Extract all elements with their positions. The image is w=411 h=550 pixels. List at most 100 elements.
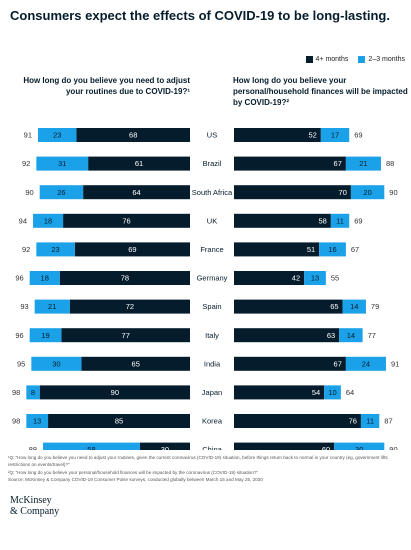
right-label-long: 51 [307,245,315,254]
left-bar-short [29,271,60,285]
right-total: 90 [389,188,397,197]
left-label-short: 23 [53,131,61,140]
left-total: 92 [22,159,30,168]
left-bar-long [61,328,190,343]
right-label-short: 17 [331,131,339,140]
right-label-short: 16 [328,245,336,254]
right-bar-short [345,356,386,371]
category-label: China [202,445,222,450]
right-label-short: 11 [336,216,344,225]
right-label-short: 14 [347,331,355,340]
category-label: Korea [202,417,223,426]
legend-swatch-long [305,56,313,63]
left-label-long: 61 [135,159,143,168]
right-label-short: 24 [362,359,370,368]
right-bar-long [234,271,305,285]
right-bar-short [334,442,385,450]
left-bar-long [139,442,190,450]
left-label-long: 72 [126,302,134,311]
left-label-long: 78 [121,274,129,283]
left-total: 95 [17,359,25,368]
left-question: How long do you believe you need to adju… [23,76,190,96]
right-label-short: 14 [350,302,358,311]
left-bar-long [83,185,190,200]
right-bar-short [324,385,341,400]
category-label: Italy [205,331,219,340]
left-bar-short [34,299,70,314]
right-label-long: 63 [327,331,335,340]
right-bar-short [342,299,366,314]
right-bar-short [360,414,380,428]
right-label-long: 42 [292,274,300,283]
chart-canvas: US 68 23 91 52 17 69 Brazil 61 31 92 67 21 88 South Af… [12,128,399,450]
left-label-short: 18 [41,274,49,283]
left-bar-long [69,299,190,314]
right-total: 69 [354,216,362,225]
right-total: 69 [354,131,362,140]
left-label-short: 8 [31,388,35,397]
left-bar-long [63,213,190,228]
right-bar-long [234,356,346,371]
left-total: 90 [25,188,33,197]
left-label-long: 85 [115,417,123,426]
left-label-long: 69 [128,245,136,254]
right-total: 90 [389,445,397,450]
right-label-short: 21 [359,159,367,168]
left-bar-long [48,414,190,428]
category-label: Germany [197,274,228,283]
right-label-long: 67 [334,159,342,168]
left-label-short: 13 [33,417,41,426]
left-bar-long [39,385,191,400]
category-label: India [204,359,221,368]
right-label-long: 58 [319,216,327,225]
left-label-short: 21 [48,302,56,311]
chart-title: Consumers expect the effects of COVID-19… [10,8,390,23]
category-label: Brazil [203,159,222,168]
right-bar-long [234,128,321,142]
legend-item-long: 4+ months [305,56,349,63]
right-label-short: 11 [366,417,374,426]
left-bar-short [33,213,64,228]
left-label-long: 77 [122,331,130,340]
left-bar-long [59,271,190,285]
right-label-short: 13 [311,274,319,283]
left-bar-short [26,385,40,400]
right-total: 79 [371,302,379,311]
left-label-long: 76 [122,216,130,225]
left-bar-short [29,328,62,343]
right-label-long: 67 [334,359,342,368]
right-bar-short [350,185,385,200]
left-total: 98 [12,388,20,397]
left-label-long: 68 [129,131,137,140]
right-bar-short [330,213,350,228]
footnotes: ¹Q: “How long do you believe you need to… [8,454,408,483]
category-label: US [207,131,217,140]
left-bar-short [39,185,84,200]
right-bar-short [345,156,381,171]
footnote-source: Source: McKinsey & Company COVID-19 Cons… [8,477,263,483]
left-total: 93 [20,302,28,311]
left-bar-long [76,128,190,142]
right-total: 55 [331,274,339,283]
left-label-short: 18 [44,216,52,225]
left-label-long: 64 [132,188,140,197]
logo-line-1: McKinsey [10,495,52,506]
left-label-short: 58 [87,445,95,450]
left-bar-short [31,356,82,371]
left-bar-short [36,156,89,171]
right-bar-long [234,185,351,200]
left-bar-long [88,156,190,171]
right-total: 67 [351,245,359,254]
left-total: 98 [12,417,20,426]
right-label-long: 76 [349,417,357,426]
left-label-short: 19 [41,331,49,340]
right-bar-long [234,385,325,400]
right-total: 88 [386,159,394,168]
left-bar-long [74,242,190,257]
legend-label-long: 4+ months [315,56,349,63]
right-bar-long [234,213,331,228]
left-label-long: 30 [161,445,169,450]
right-label-short: 10 [328,388,336,397]
right-bar-short [320,128,350,142]
left-label-short: 30 [52,359,60,368]
